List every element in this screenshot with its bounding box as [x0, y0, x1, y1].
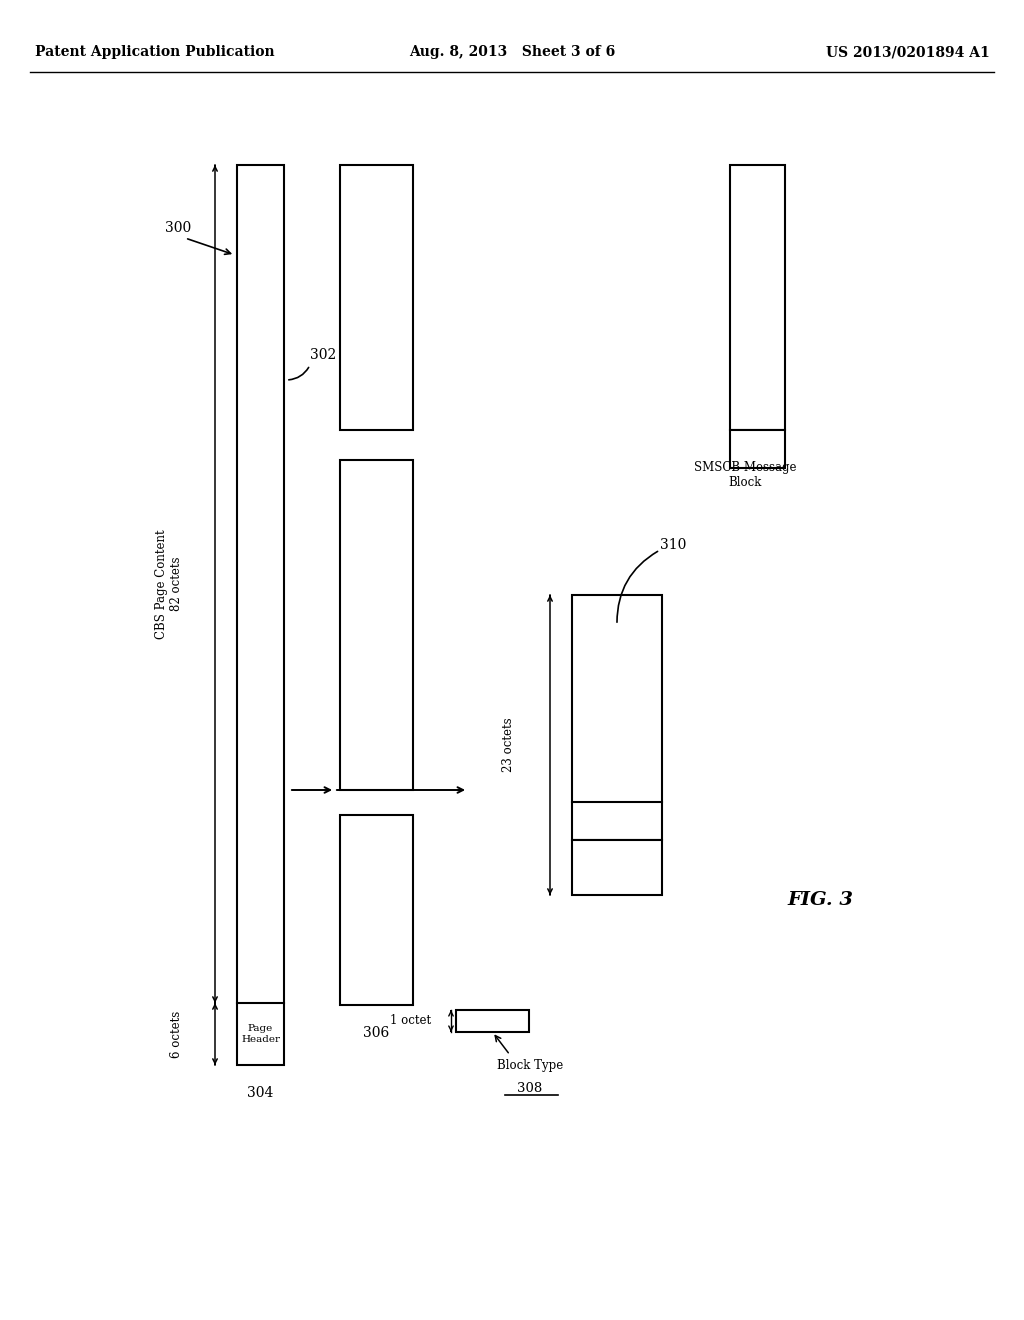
Text: 82 octets: 82 octets	[171, 557, 183, 611]
Text: CBS Page Content: CBS Page Content	[156, 529, 169, 639]
Text: 302: 302	[310, 348, 336, 362]
Text: SMSCB Message
Block: SMSCB Message Block	[693, 461, 797, 488]
Bar	[730, 430, 785, 469]
Bar	[340, 165, 413, 430]
Text: 304: 304	[248, 1086, 273, 1100]
Bar	[572, 595, 662, 840]
Text: 6 octets: 6 octets	[171, 1010, 183, 1057]
Text: US 2013/0201894 A1: US 2013/0201894 A1	[826, 45, 990, 59]
Text: Page
Header: Page Header	[241, 1024, 280, 1044]
Text: Aug. 8, 2013   Sheet 3 of 6: Aug. 8, 2013 Sheet 3 of 6	[409, 45, 615, 59]
Text: Patent Application Publication: Patent Application Publication	[35, 45, 274, 59]
Bar	[572, 840, 662, 895]
Bar	[340, 459, 413, 789]
Text: Block Type: Block Type	[497, 1059, 563, 1072]
Bar	[456, 1010, 529, 1032]
Text: 306: 306	[364, 1026, 389, 1040]
Text: 308: 308	[517, 1081, 543, 1094]
Text: FIG. 3: FIG. 3	[787, 891, 853, 909]
Text: 1 octet: 1 octet	[390, 1015, 431, 1027]
Bar	[340, 814, 413, 1005]
Bar	[730, 165, 785, 430]
Text: 300: 300	[165, 220, 191, 235]
Text: 23 octets: 23 octets	[502, 718, 514, 772]
Text: 310: 310	[660, 539, 686, 552]
Bar	[237, 165, 284, 1065]
